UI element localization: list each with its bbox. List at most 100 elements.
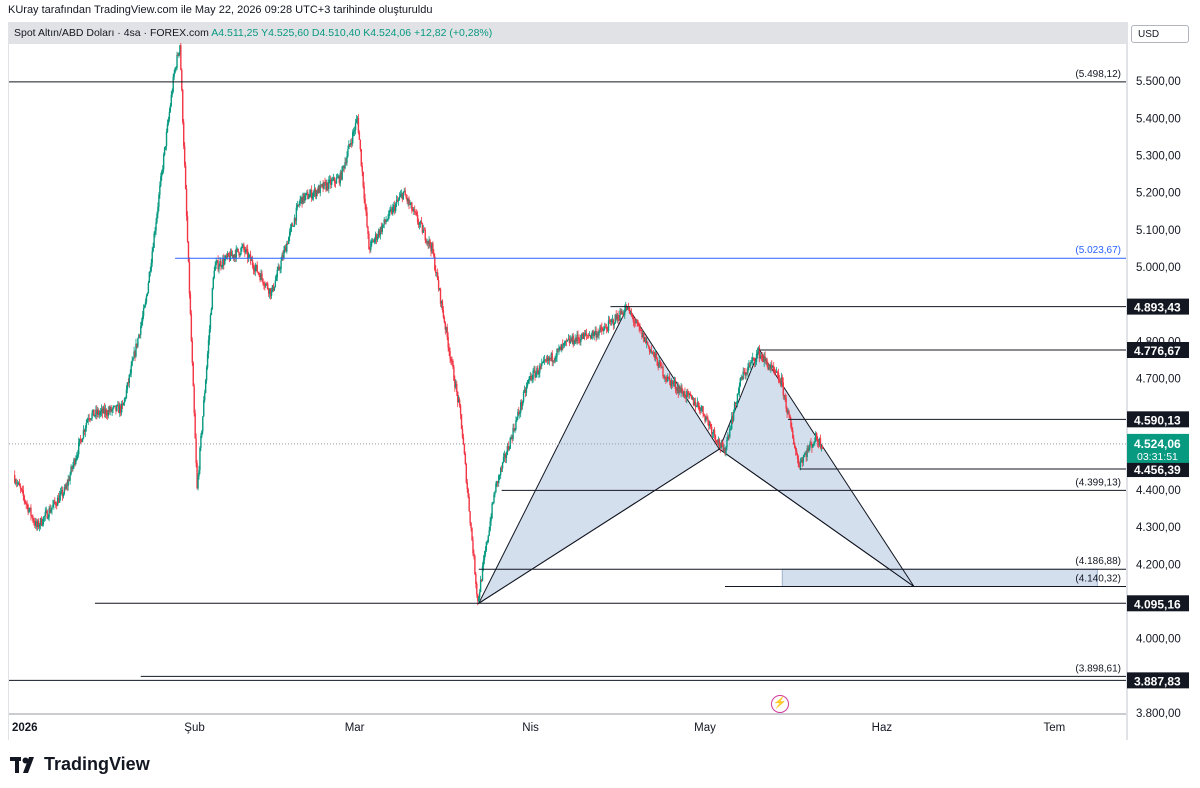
candle-body (206, 353, 209, 368)
candle-body (231, 254, 234, 257)
candle-body (16, 483, 19, 485)
candle-body (656, 358, 658, 366)
candle-body (124, 397, 127, 399)
candle-body (727, 435, 729, 440)
candle-body (687, 391, 689, 392)
price-badge-label: 4.456,39 (1134, 463, 1181, 477)
candle-body (436, 272, 439, 281)
candle-body (180, 45, 182, 70)
candle-body (385, 221, 387, 223)
candle-body (123, 398, 126, 403)
candle-body (185, 188, 188, 217)
candle-body (435, 270, 437, 274)
candle-body (797, 459, 800, 467)
y-tick-label: 5.400,00 (1136, 113, 1181, 125)
candle-body (442, 310, 445, 318)
candle-body (504, 454, 507, 458)
harmonic-leg-xb[interactable] (478, 448, 720, 604)
candle-body (114, 405, 116, 407)
candle-body (646, 342, 649, 346)
candle-body (293, 217, 296, 227)
candle-body (314, 188, 317, 197)
candle-body (627, 306, 630, 308)
candle-body (301, 197, 303, 205)
candle-body (363, 186, 365, 199)
x-tick-label: Haz (872, 722, 893, 734)
target-zone[interactable] (781, 568, 1098, 588)
candle-body (778, 379, 781, 382)
candle-body (76, 455, 78, 460)
plot-area[interactable] (9, 44, 1126, 713)
candle-body (325, 182, 327, 190)
candle-body (499, 475, 501, 476)
candle-body (179, 45, 181, 53)
time-axis[interactable] (9, 715, 1126, 740)
candle-body (376, 236, 379, 240)
candle-body (573, 343, 575, 345)
symbol-bar[interactable]: Spot Altın/ABD Doları · 4sa · FOREX.com … (14, 27, 492, 39)
candle-body (375, 234, 378, 240)
candle-body (127, 382, 130, 384)
candle-body (39, 518, 42, 526)
candle-body (506, 446, 509, 455)
candle-body (813, 443, 815, 445)
candle-body (689, 393, 692, 396)
candle-body (44, 512, 46, 517)
candle-body (456, 383, 458, 392)
candle-body (757, 347, 760, 353)
candle-body (706, 417, 708, 419)
candle-body (583, 333, 585, 339)
candle-body (544, 359, 547, 361)
candle-series[interactable] (14, 42, 824, 606)
x-tick-label: Tem (1044, 722, 1066, 734)
candle-body (490, 518, 492, 522)
candle-body (259, 275, 261, 281)
candle-body (518, 412, 520, 414)
candle-body (359, 139, 362, 150)
candle-body (801, 459, 804, 463)
candle-body (416, 214, 419, 223)
candle-body (676, 386, 678, 391)
candle-body (718, 439, 720, 446)
candle-body (95, 409, 97, 416)
candle-body (78, 438, 81, 443)
currency-selector[interactable]: USD (1131, 25, 1189, 43)
candle-body (394, 203, 397, 212)
candle-body (515, 420, 517, 430)
symbol-title[interactable]: Spot Altın/ABD Doları · 4sa · FOREX.com (14, 27, 209, 39)
candle-body (110, 407, 112, 412)
candle-body (339, 172, 341, 184)
candle-body (451, 360, 453, 362)
candle-body (24, 500, 26, 503)
candle-body (351, 142, 353, 144)
candle-body (534, 370, 536, 378)
candle-body (63, 487, 66, 494)
candle-body (219, 261, 221, 267)
candle-body (555, 356, 557, 359)
candle-body (455, 383, 457, 388)
brand-logo[interactable]: TradingView (10, 754, 150, 775)
candle-body (646, 342, 648, 344)
candle-body (637, 322, 639, 326)
candle-body (40, 518, 43, 526)
candle-body (478, 597, 480, 601)
candle-body (789, 414, 791, 419)
candle-body (473, 553, 475, 556)
y-tick-label: 3.800,00 (1136, 708, 1181, 720)
price-axis[interactable] (1128, 22, 1192, 740)
candle-body (624, 309, 626, 315)
candle-body (337, 176, 340, 178)
candle-body (562, 343, 565, 346)
candle-body (780, 377, 783, 385)
candle-body (318, 186, 320, 193)
candle-body (165, 131, 168, 147)
candle-body (722, 445, 724, 451)
candle-body (26, 504, 28, 505)
candle-body (129, 373, 131, 375)
lightning-icon[interactable]: ⚡ (771, 695, 789, 713)
harmonic-leg-bd[interactable] (719, 448, 915, 588)
candle-body (626, 306, 629, 310)
candle-body (342, 166, 344, 168)
candle-body (571, 335, 573, 342)
